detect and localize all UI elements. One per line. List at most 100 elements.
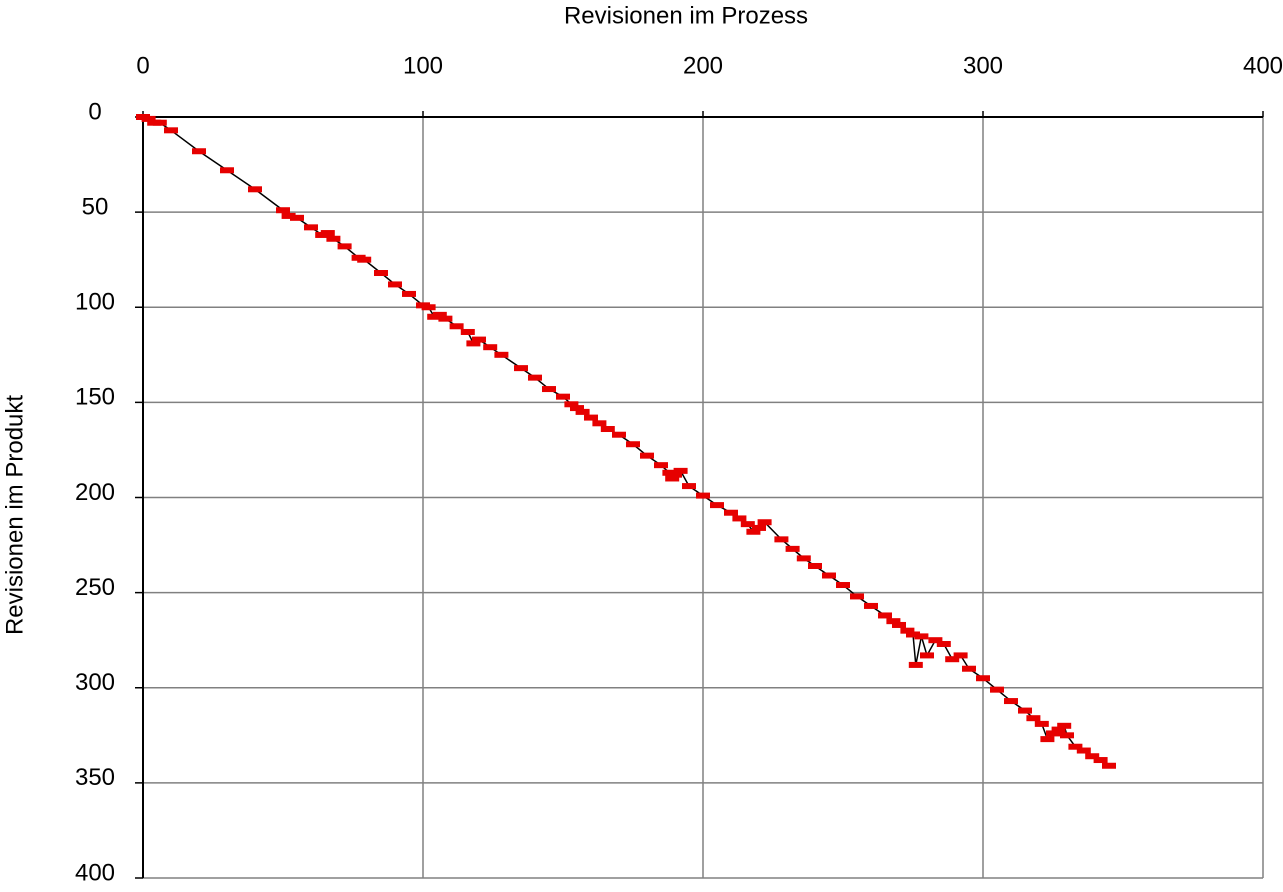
point-marker xyxy=(732,515,747,522)
point-marker xyxy=(920,652,934,659)
point-marker xyxy=(665,475,680,482)
point-marker xyxy=(152,119,167,126)
x-tick-label: 400 xyxy=(1243,52,1283,79)
y-tick-label: 300 xyxy=(75,669,115,696)
point-marker xyxy=(976,675,990,682)
point-marker xyxy=(337,243,352,250)
point-marker xyxy=(164,127,178,134)
point-marker xyxy=(673,467,688,474)
point-marker xyxy=(746,528,761,535)
point-marker xyxy=(248,186,262,193)
x-axis-title: Revisionen im Prozess xyxy=(564,2,808,29)
point-marker xyxy=(1102,762,1116,769)
point-marker xyxy=(600,426,615,433)
point-marker xyxy=(1060,732,1074,739)
point-marker xyxy=(402,290,416,297)
point-marker xyxy=(570,405,584,412)
point-marker xyxy=(1046,730,1060,737)
point-marker xyxy=(906,631,920,638)
point-marker xyxy=(864,602,878,609)
point-marker xyxy=(357,256,372,263)
point-marker xyxy=(710,502,724,509)
point-marker xyxy=(584,414,598,421)
y-tick-label: 0 xyxy=(88,98,101,125)
point-marker xyxy=(141,115,156,122)
point-marker xyxy=(472,336,486,343)
point-marker xyxy=(276,207,290,214)
point-marker xyxy=(494,351,509,358)
point-marker xyxy=(945,656,960,663)
point-marker xyxy=(836,582,850,589)
point-marker xyxy=(460,328,475,335)
point-marker xyxy=(1057,722,1072,729)
x-tick-label: 300 xyxy=(963,52,1003,79)
point-marker xyxy=(542,386,556,393)
point-marker xyxy=(388,281,402,288)
point-marker xyxy=(449,323,464,330)
point-marker xyxy=(640,452,654,459)
point-marker xyxy=(1068,743,1083,750)
point-marker xyxy=(908,661,923,668)
point-marker xyxy=(466,340,481,347)
point-marker xyxy=(822,572,836,579)
x-tick-label: 200 xyxy=(683,52,723,79)
point-marker xyxy=(850,593,864,600)
x-tick-label: 100 xyxy=(403,52,443,79)
point-marker xyxy=(808,562,822,569)
point-marker xyxy=(192,148,206,155)
point-marker xyxy=(1093,757,1108,764)
point-marker xyxy=(438,315,453,322)
y-tick-label: 400 xyxy=(75,859,115,886)
point-marker xyxy=(421,304,436,311)
point-marker xyxy=(936,640,951,647)
point-marker xyxy=(1026,715,1041,722)
point-marker xyxy=(304,224,318,231)
point-marker xyxy=(514,365,528,372)
point-marker xyxy=(696,492,710,499)
point-marker xyxy=(886,618,901,625)
point-marker xyxy=(528,374,542,381)
y-tick-label: 250 xyxy=(75,574,115,601)
y-tick-label: 100 xyxy=(75,289,115,316)
point-marker xyxy=(774,536,789,543)
point-marker xyxy=(740,521,755,528)
y-axis-title: Revisionen im Produkt xyxy=(1,395,28,635)
point-marker xyxy=(914,633,929,640)
point-marker xyxy=(1018,707,1032,714)
point-marker xyxy=(682,483,696,490)
point-marker xyxy=(626,441,640,448)
point-marker xyxy=(592,420,607,427)
point-marker xyxy=(962,665,976,672)
point-marker xyxy=(878,612,892,619)
point-marker xyxy=(668,471,682,478)
point-marker xyxy=(556,393,570,400)
point-marker xyxy=(575,408,590,415)
point-marker xyxy=(928,637,943,644)
point-marker xyxy=(1085,753,1100,760)
point-marker xyxy=(320,230,335,237)
point-marker xyxy=(990,686,1004,693)
point-marker xyxy=(953,652,968,659)
point-marker xyxy=(1076,747,1091,754)
y-tick-label: 350 xyxy=(75,764,115,791)
point-marker xyxy=(374,270,388,277)
point-marker xyxy=(564,401,579,408)
point-marker xyxy=(612,431,626,438)
point-marker xyxy=(432,311,447,318)
point-marker xyxy=(1040,736,1055,743)
point-marker xyxy=(752,524,766,531)
point-marker xyxy=(900,627,915,634)
point-marker xyxy=(326,235,341,242)
x-tick-label: 0 xyxy=(136,52,149,79)
point-marker xyxy=(1034,720,1049,727)
point-marker xyxy=(892,621,906,628)
y-tick-label: 200 xyxy=(75,479,115,506)
y-tick-label: 50 xyxy=(82,193,109,220)
point-marker xyxy=(757,519,772,526)
point-marker xyxy=(654,462,668,469)
point-marker xyxy=(796,555,811,562)
point-marker xyxy=(220,167,234,174)
point-marker xyxy=(483,344,498,351)
